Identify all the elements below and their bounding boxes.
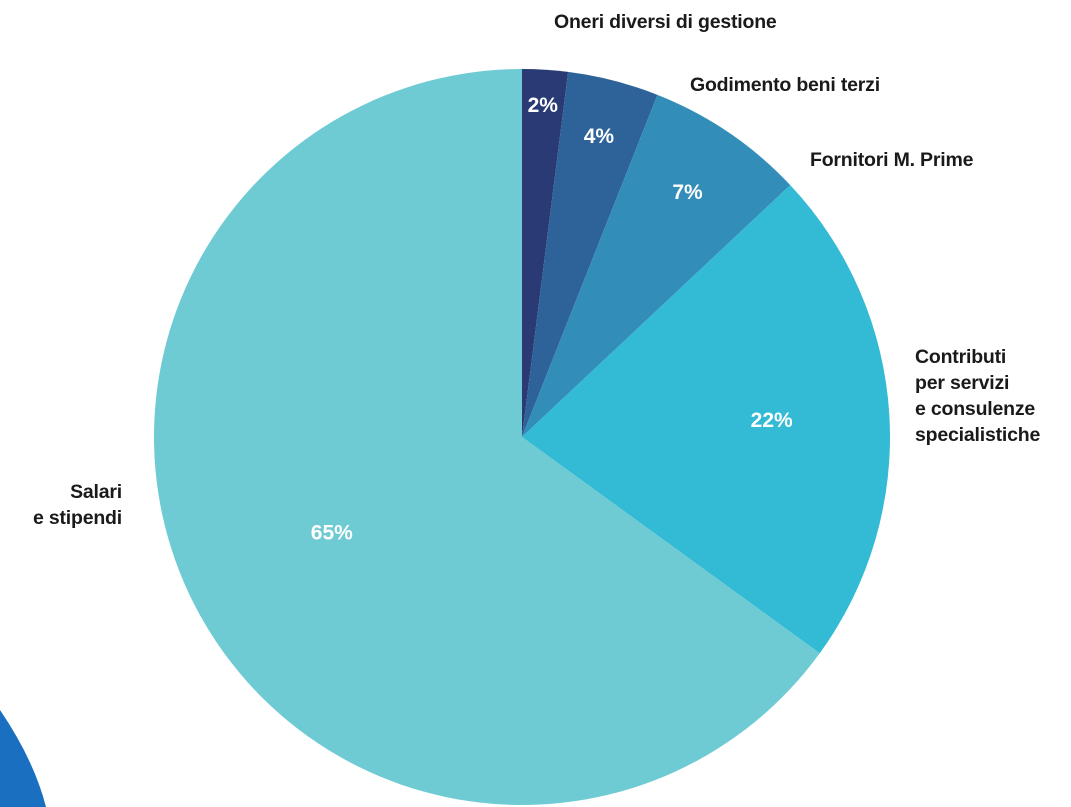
pie-slice-3: [522, 185, 890, 654]
percentage-labels: 2% 4% 7% 22% 65%: [311, 94, 793, 544]
pie-slices: [153, 69, 890, 805]
pie-slice-value-label-0: 2%: [528, 94, 559, 117]
label-contributi-line-3: e consulenze: [915, 398, 1036, 420]
corner-accent-shape: [0, 710, 46, 807]
pie-slice-value-label-4: 65%: [311, 521, 353, 544]
label-contributi: Contributi per servizi e consulenze spec…: [915, 344, 1040, 448]
pie-slice-value-label-1: 4%: [584, 125, 615, 148]
label-fornitori-m-prime: Fornitori M. Prime: [810, 149, 974, 171]
label-godimento-beni-terzi: Godimento beni terzi: [690, 74, 880, 96]
pie-slice-4: [153, 69, 820, 805]
pie-slice-0: [522, 69, 569, 437]
label-oneri-diversi: Oneri diversi di gestione: [554, 11, 777, 33]
label-contributi-line-1: Contributi: [915, 346, 1007, 368]
pie-slice-value-label-3: 22%: [751, 409, 793, 432]
label-salari-line-1: Salari: [70, 481, 122, 503]
label-contributi-line-4: specialistiche: [915, 424, 1041, 446]
pie-slice-2: [522, 94, 791, 437]
pie-slice-1: [522, 71, 658, 438]
label-salari-line-2: e stipendi: [32, 507, 122, 529]
pie-slice-value-label-2: 7%: [672, 181, 703, 204]
label-contributi-line-2: per servizi: [915, 372, 1010, 394]
label-salari: Salari e stipendi: [33, 479, 122, 531]
